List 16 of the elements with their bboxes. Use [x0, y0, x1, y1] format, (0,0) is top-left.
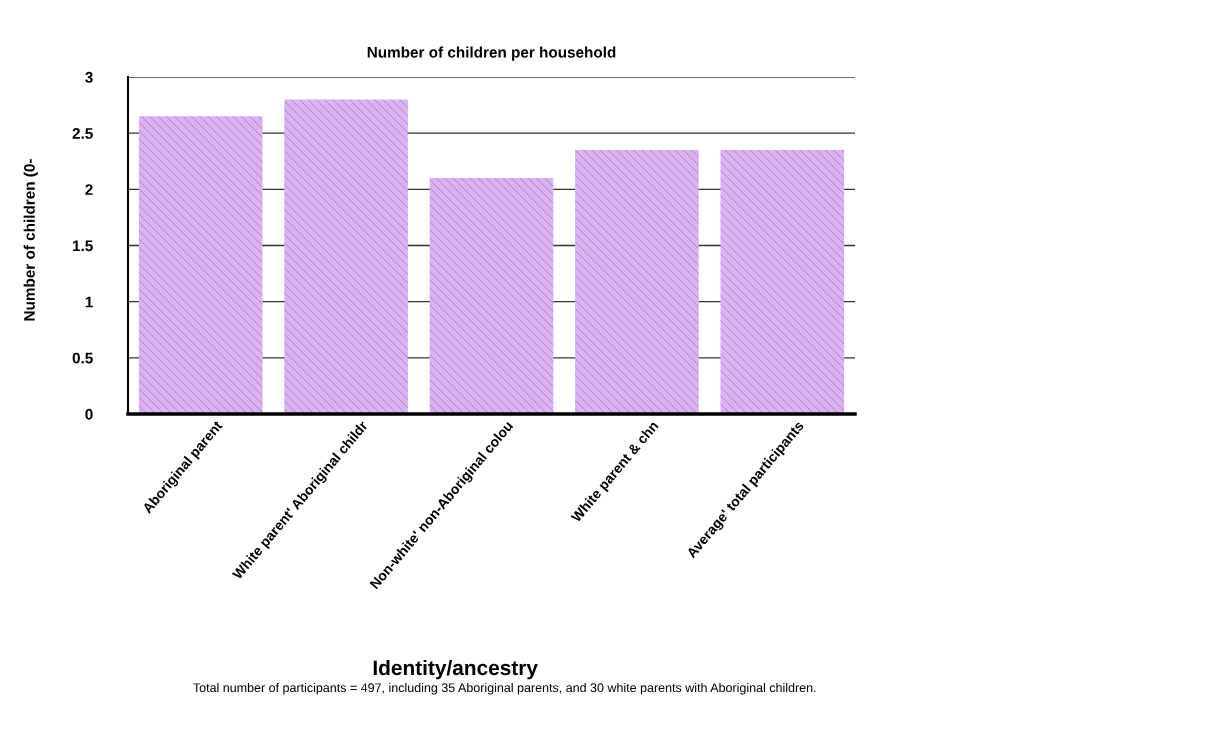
y-tick-label: 2	[85, 184, 93, 195]
y-axis-title: Number of children (0-	[23, 159, 38, 321]
chart-title: Number of children per household	[367, 46, 616, 61]
y-tick-label: 3	[85, 71, 93, 83]
y-tick-label: 0.5	[72, 352, 93, 364]
y-tick-label: 2.5	[72, 128, 93, 139]
bar	[138, 116, 263, 414]
bar	[575, 150, 699, 414]
bar	[284, 99, 408, 414]
bar	[720, 150, 845, 414]
x-axis-title: Identity/ancestry	[373, 659, 538, 680]
text: Total number of participants = 497, including 35 Aboriginal parents, and 30 white parents with Aboriginal children.	[193, 682, 816, 695]
y-tick-label: 0	[85, 408, 93, 420]
y-tick-label: 1	[85, 296, 93, 308]
y-tick-label: 1.5	[73, 240, 93, 252]
bar	[429, 178, 554, 414]
